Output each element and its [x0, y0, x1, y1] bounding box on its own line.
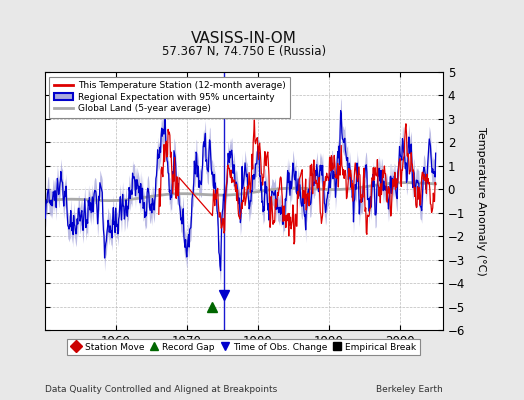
- Text: VASISS-IN-OM: VASISS-IN-OM: [191, 31, 297, 46]
- Text: 57.367 N, 74.750 E (Russia): 57.367 N, 74.750 E (Russia): [161, 45, 326, 58]
- Legend: This Temperature Station (12-month average), Regional Expectation with 95% uncer: This Temperature Station (12-month avera…: [49, 76, 290, 118]
- Text: Data Quality Controlled and Aligned at Breakpoints: Data Quality Controlled and Aligned at B…: [45, 385, 277, 394]
- Text: Berkeley Earth: Berkeley Earth: [376, 385, 443, 394]
- Y-axis label: Temperature Anomaly (°C): Temperature Anomaly (°C): [476, 127, 486, 275]
- Legend: Station Move, Record Gap, Time of Obs. Change, Empirical Break: Station Move, Record Gap, Time of Obs. C…: [68, 339, 420, 355]
